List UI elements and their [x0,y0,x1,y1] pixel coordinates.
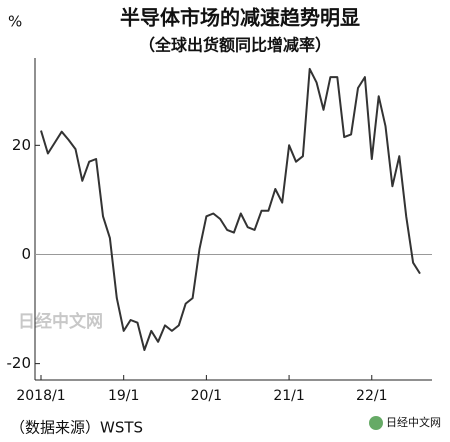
x-tick-label: 2018/1 [16,388,65,404]
y-tick-label: -20 [7,354,32,372]
data-line [40,67,421,351]
source-note: （数据来源）WSTS [10,419,143,437]
x-tick-label: 19/1 [108,388,139,404]
chart-subtitle: （全球出货额同比增减率） [139,36,331,55]
logo-text: 日经中文网 [386,415,441,429]
y-axis-label: % [8,13,22,31]
x-tick-label: 22/1 [356,388,387,404]
chart-title: 半导体市场的减速趋势明显 [120,6,360,30]
x-tick-label: 21/1 [273,388,304,404]
y-tick-label: 20 [12,136,31,154]
x-tick-label: 20/1 [191,388,222,404]
logo-icon [369,416,383,430]
y-tick-label: 0 [21,245,31,263]
watermark: 日经中文网 [18,311,103,332]
